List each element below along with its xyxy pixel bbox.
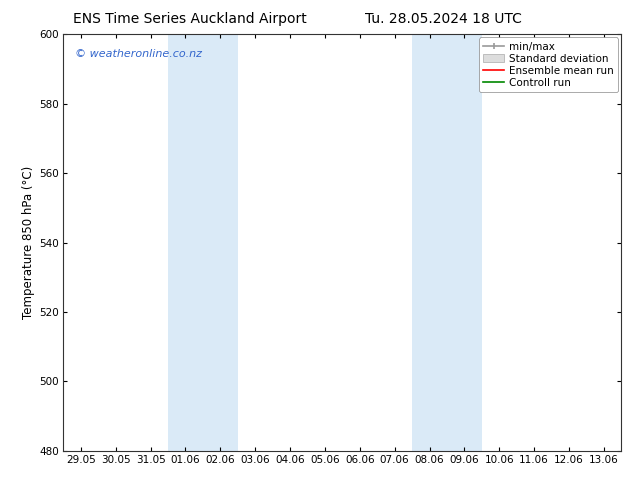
Text: ENS Time Series Auckland Airport: ENS Time Series Auckland Airport xyxy=(74,12,307,26)
Bar xyxy=(412,34,482,451)
Text: © weatheronline.co.nz: © weatheronline.co.nz xyxy=(75,49,202,59)
Text: Tu. 28.05.2024 18 UTC: Tu. 28.05.2024 18 UTC xyxy=(365,12,522,26)
Bar xyxy=(168,34,238,451)
Legend: min/max, Standard deviation, Ensemble mean run, Controll run: min/max, Standard deviation, Ensemble me… xyxy=(479,37,618,92)
Y-axis label: Temperature 850 hPa (°C): Temperature 850 hPa (°C) xyxy=(22,166,36,319)
